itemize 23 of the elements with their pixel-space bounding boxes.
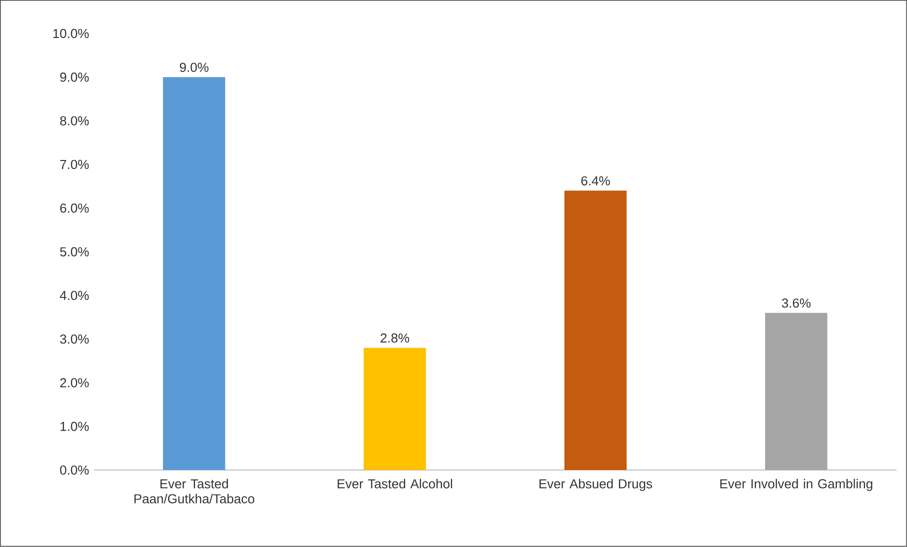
data-label: 9.0% (180, 62, 208, 72)
y-tick-label: 7.0% (60, 160, 89, 170)
y-tick-label: 4.0% (60, 290, 89, 300)
x-tick-label: Ever Absued Drugs (540, 478, 652, 492)
y-tick-label: 9.0% (60, 72, 89, 82)
data-label: 6.4% (581, 176, 610, 186)
y-tick-label: 8.0% (60, 116, 89, 126)
bar (364, 348, 426, 470)
y-tick-label: 0.0% (60, 466, 89, 475)
bar (765, 313, 828, 470)
data-label: 2.8% (380, 334, 410, 343)
y-tick-label: 2.0% (60, 378, 89, 388)
bar (162, 77, 226, 470)
data-label: 3.6% (782, 298, 811, 308)
y-tick-label: 1.0% (60, 422, 89, 432)
x-tick-label: Ever Tasted Paan/Gutkha/Tabaco (134, 478, 254, 504)
y-tick-label: 5.0% (60, 247, 89, 257)
bar (564, 190, 627, 470)
x-tick-label: Ever Involved in Gambling (720, 478, 872, 492)
y-tick-label: 10.0% (53, 29, 89, 38)
y-tick-label: 6.0% (60, 204, 89, 213)
x-tick-label: Ever Tasted Alcohol (338, 478, 452, 489)
y-tick-label: 3.0% (60, 334, 89, 344)
